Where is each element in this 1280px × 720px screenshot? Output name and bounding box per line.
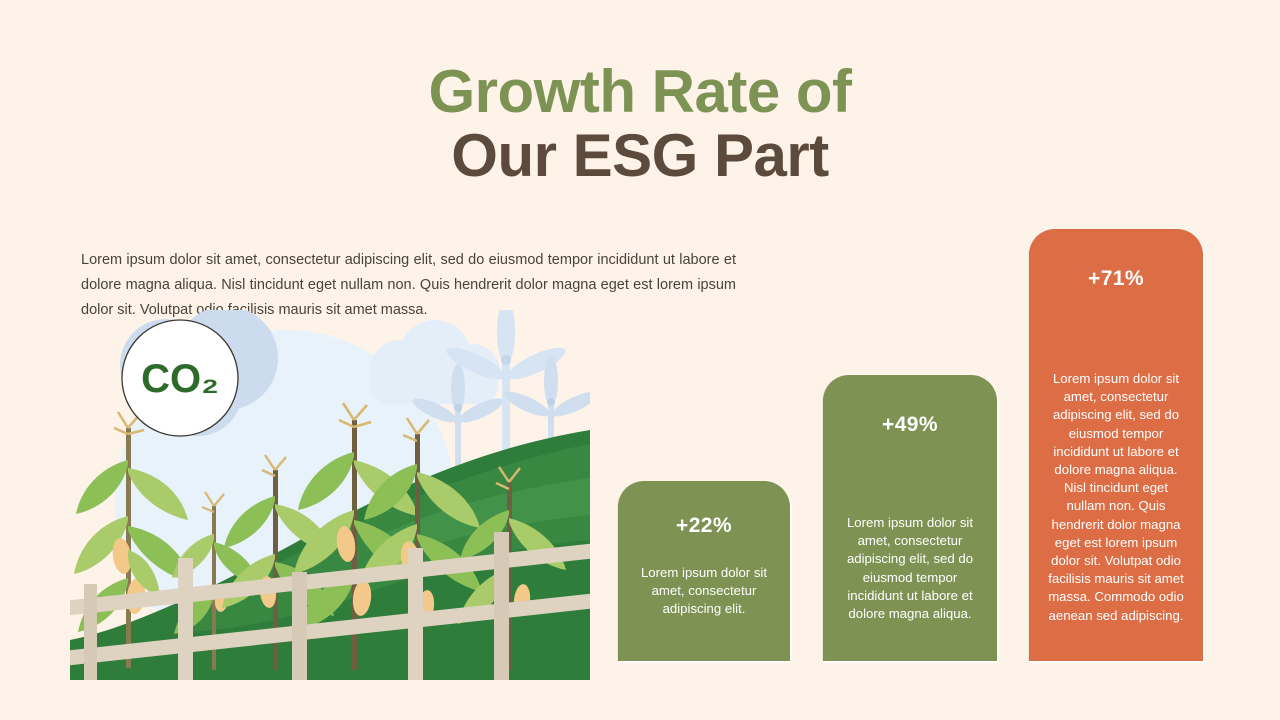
intro-paragraph: Lorem ipsum dolor sit amet, consectetur …: [81, 251, 736, 318]
growth-bar-3[interactable]: +71% Lorem ipsum dolor sit amet, consect…: [1029, 229, 1203, 661]
growth-bar-1[interactable]: +22% Lorem ipsum dolor sit amet, consect…: [618, 481, 790, 661]
farm-scene-svg: CO₂: [70, 310, 590, 680]
co2-badge-icon: CO₂: [121, 319, 239, 437]
title-line-primary: Growth Rate of: [428, 58, 853, 125]
page-title: Growth Rate of Our ESG Part: [0, 60, 1280, 187]
co2-badge-label: CO₂: [141, 357, 219, 401]
growth-bar-1-description: Lorem ipsum dolor sit amet, consectetur …: [640, 565, 768, 617]
growth-bar-2-value: +49%: [882, 413, 938, 436]
title-line-secondary: Our ESG Part: [451, 121, 829, 189]
growth-bar-2[interactable]: +49% Lorem ipsum dolor sit amet, consect…: [823, 375, 997, 661]
growth-bar-3-description: Lorem ipsum dolor sit amet, consectetur …: [1048, 371, 1184, 623]
growth-bar-1-value: +22%: [676, 514, 732, 537]
growth-bar-2-description: Lorem ipsum dolor sit amet, consectetur …: [846, 515, 974, 622]
growth-bar-3-value: +71%: [1088, 267, 1144, 290]
wooden-fence-icon: [70, 532, 590, 680]
esg-farm-illustration: CO₂: [70, 310, 590, 680]
wind-turbine-icon: [412, 310, 590, 518]
